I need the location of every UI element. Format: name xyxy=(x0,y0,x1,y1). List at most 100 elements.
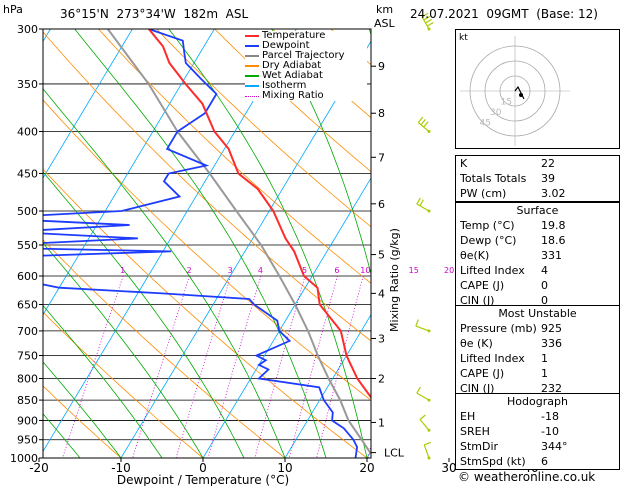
legend-item: Temperature xyxy=(245,31,367,41)
wet-adiabat-line xyxy=(43,171,245,458)
dry-adiabat-line xyxy=(43,31,371,342)
wind-barb-flag xyxy=(425,18,432,24)
param-label: EH xyxy=(460,410,476,423)
pressure-tick-label: 850 xyxy=(17,394,38,407)
legend-label: Dewpoint xyxy=(262,40,310,51)
wind-barb-flag xyxy=(423,121,429,128)
legend-item: Dewpoint xyxy=(245,41,367,51)
height-tick-label: 1 xyxy=(378,416,385,429)
indices-panel: K 22 Totals Totals 39 PW (cm) 3.02 xyxy=(455,155,620,202)
temperature-tick-label: 0 xyxy=(199,461,207,475)
wind-barb-station xyxy=(427,329,431,333)
pressure-tick-label: 750 xyxy=(17,349,38,362)
param-row: PW (cm) 3.02 xyxy=(456,186,619,201)
param-row: Temp (°C) 19.8 xyxy=(456,218,619,233)
wind-barb-flag xyxy=(417,116,424,123)
dry-adiabat-line xyxy=(156,29,371,228)
wind-barb-flag xyxy=(415,319,419,327)
wind-barb-station xyxy=(427,398,431,402)
most-unstable-title: Most Unstable xyxy=(498,307,577,320)
param-value: 22 xyxy=(541,157,555,170)
param-value: 925 xyxy=(541,322,562,335)
wet-adiabat-line xyxy=(368,29,371,36)
height-unit: km xyxy=(376,3,394,16)
param-value: 344° xyxy=(541,440,568,453)
param-label: Temp (°C) xyxy=(460,219,515,232)
storm-motion-marker xyxy=(519,93,523,97)
wind-barb xyxy=(417,116,431,134)
param-label: StmSpd (kt) xyxy=(460,455,526,468)
pressure-tick-label: 300 xyxy=(17,23,38,36)
wet-adiabat-line xyxy=(43,305,163,458)
location-title: 36°15'N 273°34'W 182m ASL xyxy=(60,7,249,21)
temperature-tick-label: -20 xyxy=(29,461,49,475)
param-label: θe (K) xyxy=(460,337,493,350)
legend-swatch xyxy=(245,65,259,67)
temperature-tick-label: 10 xyxy=(277,461,292,475)
wind-barb xyxy=(416,197,431,213)
temperature-line xyxy=(148,29,371,400)
dry-adiabat-line xyxy=(98,29,371,284)
wet-adiabat-line xyxy=(43,242,204,458)
wet-adiabat-line xyxy=(43,361,122,458)
mixing-ratio-line xyxy=(62,275,124,458)
pressure-tick-label: 950 xyxy=(17,434,38,447)
param-label: θe(K) xyxy=(460,249,490,262)
pressure-tick-label: 600 xyxy=(17,270,38,283)
wind-barb-station xyxy=(427,209,431,213)
legend-swatch xyxy=(245,55,259,57)
param-value: -18 xyxy=(541,410,559,423)
height-tick-label: 4 xyxy=(378,287,385,300)
wind-barb-flag xyxy=(416,197,421,205)
height-tick-label: 6 xyxy=(378,198,385,211)
legend-label: Parcel Trajectory xyxy=(262,50,345,61)
legend-swatch xyxy=(245,85,259,87)
pressure-tick-label: 350 xyxy=(17,78,38,91)
wet-adiabat-line xyxy=(168,29,368,458)
height-tick-label: 7 xyxy=(378,151,385,164)
hodograph-unit: kt xyxy=(459,33,468,43)
param-value: 39 xyxy=(541,172,555,185)
mixing-ratio-label: 20 xyxy=(444,266,454,275)
legend-swatch xyxy=(245,45,259,47)
param-label: Lifted Index xyxy=(460,352,525,365)
wind-barb xyxy=(423,441,431,460)
mixing-ratio-label: 5 xyxy=(302,266,307,275)
legend-item: Parcel Trajectory xyxy=(245,51,367,61)
surface-panel: Surface Temp (°C) 19.8 Dewp (°C) 18.6 θe(K) 3… xyxy=(455,202,620,309)
param-row: Pressure (mb) 925 xyxy=(456,321,619,336)
param-value: 331 xyxy=(541,249,562,262)
legend-swatch xyxy=(245,75,259,77)
legend-swatch xyxy=(245,95,259,97)
wind-barb-flag xyxy=(424,441,431,446)
wind-barb xyxy=(421,12,434,31)
mixing-ratio-label: 10 xyxy=(360,266,370,275)
mixing-ratio-label: 2 xyxy=(187,266,192,275)
temperature-tick-label: 30 xyxy=(441,461,456,475)
param-row: EH -18 xyxy=(456,409,619,424)
hodograph-ring-label: 30 xyxy=(490,108,502,118)
mixing-ratio-line xyxy=(316,275,364,458)
param-row: Lifted Index 1 xyxy=(456,351,619,366)
param-row: CAPE (J) 0 xyxy=(456,278,619,293)
dry-adiabat-line xyxy=(43,99,371,401)
pressure-tick-label: 800 xyxy=(17,372,38,385)
temperature-tick-label: 20 xyxy=(359,461,374,475)
legend-swatch xyxy=(245,35,259,37)
wind-barb-flag xyxy=(420,119,426,126)
param-row: θe(K) 331 xyxy=(456,248,619,263)
wind-barb-flag xyxy=(416,386,421,394)
wind-barb-station xyxy=(427,130,431,134)
param-row: Dewp (°C) 18.6 xyxy=(456,233,619,248)
param-value: 336 xyxy=(541,337,562,350)
mixing-ratio-label: 3 xyxy=(228,266,233,275)
param-row: K 22 xyxy=(456,156,619,171)
legend-label: Temperature xyxy=(262,30,326,41)
hodograph-params-panel: Hodograph EH -18 SREH -10 StmDir 344° StmSpd (… xyxy=(455,393,620,470)
wet-adiabat-line xyxy=(43,413,81,458)
mixing-ratio-line xyxy=(175,275,232,458)
legend-item: Isotherm xyxy=(245,81,367,91)
mixing-ratio-label: 15 xyxy=(409,266,419,275)
param-value: 3.02 xyxy=(541,187,566,200)
isotherm-line xyxy=(43,29,133,179)
